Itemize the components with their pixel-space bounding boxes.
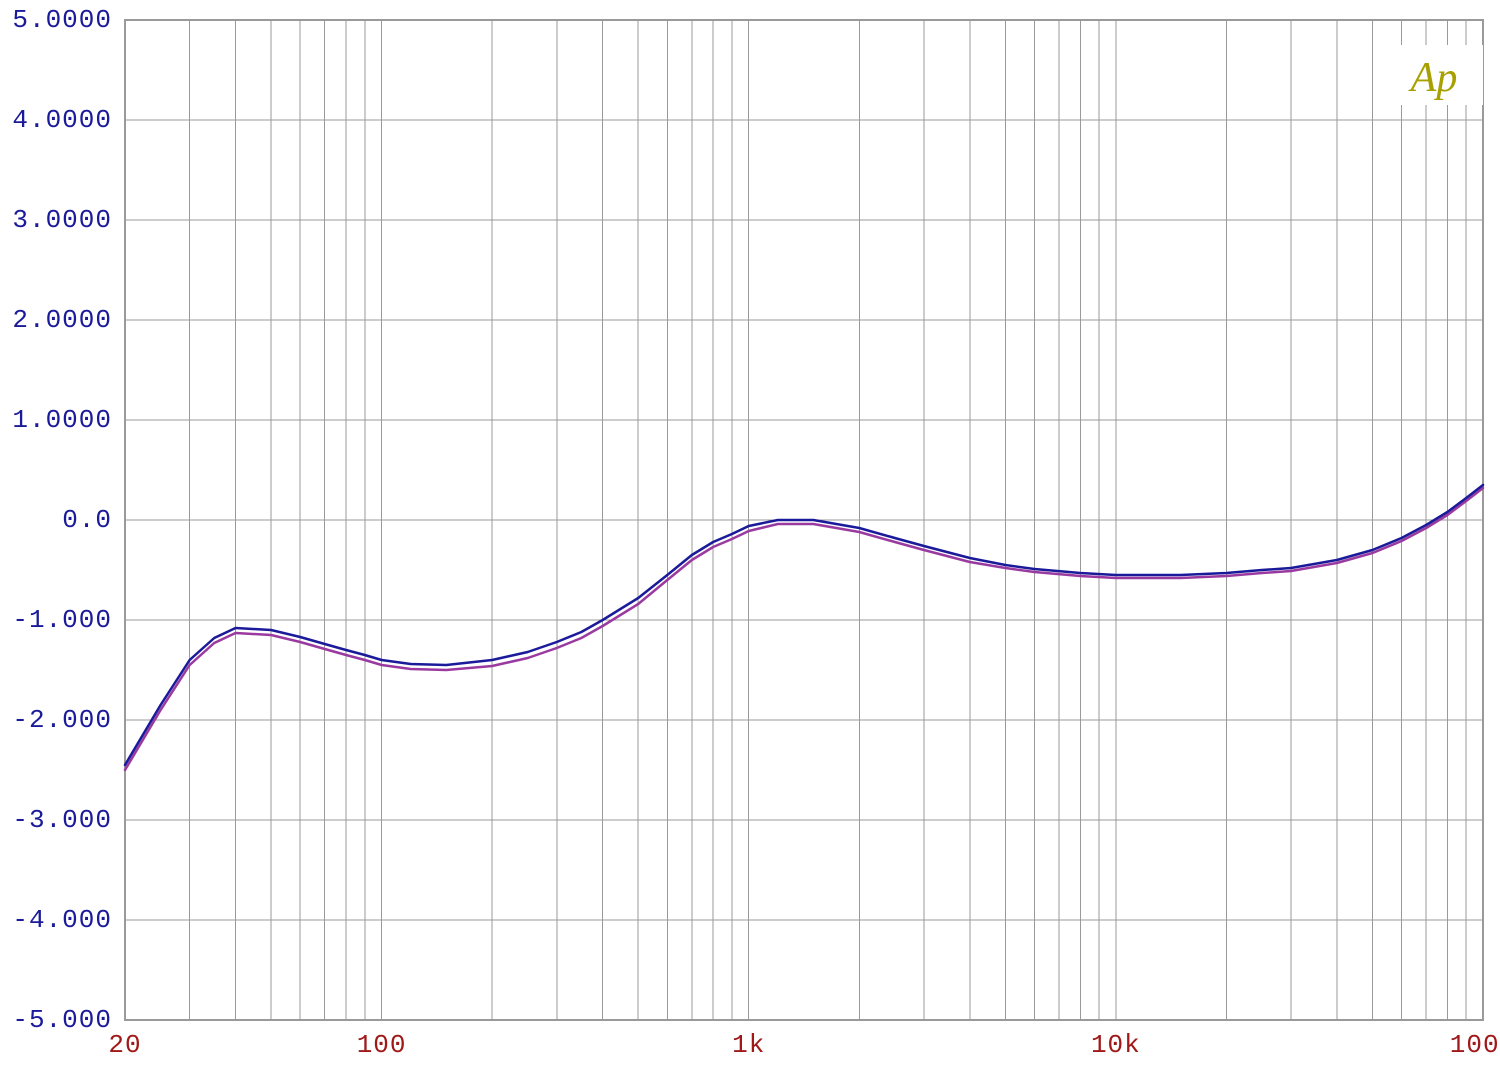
y-tick-label: -2.000 [12, 705, 112, 735]
y-tick-label: -1.000 [12, 605, 112, 635]
y-tick-label: 1.0000 [12, 405, 112, 435]
y-tick-label: 2.0000 [12, 305, 112, 335]
x-tick-label: 100k [1450, 1030, 1500, 1060]
y-tick-label: 0.0 [62, 505, 112, 535]
y-tick-label: -5.000 [12, 1005, 112, 1035]
y-tick-label: -4.000 [12, 905, 112, 935]
watermark-text: Ap [1408, 55, 1458, 101]
x-tick-label: 100 [357, 1030, 407, 1060]
y-tick-label: 3.0000 [12, 205, 112, 235]
y-tick-label: 5.0000 [12, 5, 112, 35]
y-tick-label: -3.000 [12, 805, 112, 835]
x-tick-label: 1k [732, 1030, 765, 1060]
y-tick-label: 4.0000 [12, 105, 112, 135]
frequency-response-chart: Ap 5.0000 4.0000 3.0000 2.0000 1.0000 0.0 -1.0… [0, 0, 1500, 1072]
plot-svg: Ap [0, 0, 1500, 1072]
x-tick-label: 20 [108, 1030, 141, 1060]
x-tick-label: 10k [1091, 1030, 1141, 1060]
